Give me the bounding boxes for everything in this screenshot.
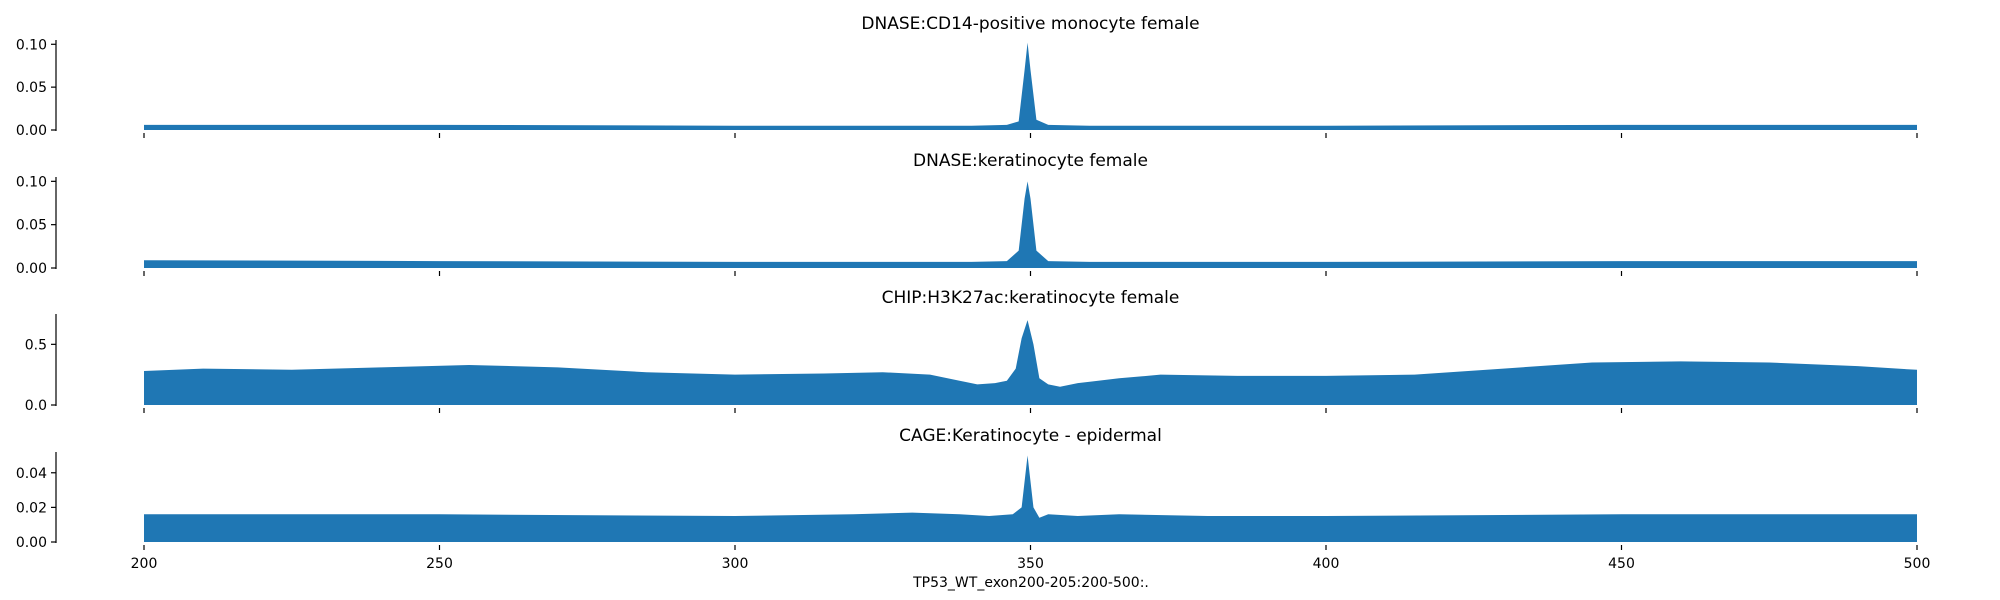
x-tick-label: 400 xyxy=(1313,556,1340,572)
signal-area xyxy=(144,42,1917,130)
y-tick-label: 0.0 xyxy=(25,398,47,414)
signal-area xyxy=(144,181,1917,268)
y-tick-label: 0.00 xyxy=(16,123,47,139)
y-tick-label: 0.05 xyxy=(16,218,47,234)
panel-2: DNASE:keratinocyte female 0.00 0.05 0.10 xyxy=(16,151,1918,277)
panel-title: DNASE:CD14-positive monocyte female xyxy=(861,14,1199,34)
panel-3: CHIP:H3K27ac:keratinocyte female 0.0 0.5 xyxy=(25,288,1918,414)
x-tick-label: 500 xyxy=(1904,556,1931,572)
x-axis-label: TP53_WT_exon200-205:200-500:. xyxy=(912,575,1149,591)
y-tick-label: 0.00 xyxy=(16,261,47,277)
y-tick-label: 0.10 xyxy=(16,37,47,53)
x-tick-label: 250 xyxy=(426,556,453,572)
signal-area xyxy=(144,320,1917,405)
panels: DNASE:CD14-positive monocyte female 0.00 0… xyxy=(16,14,1931,572)
x-tick-label: 300 xyxy=(722,556,749,572)
signal-area xyxy=(144,455,1917,542)
y-tick-label: 0.02 xyxy=(16,500,47,516)
y-tick-label: 0.05 xyxy=(16,80,47,96)
y-tick-label: 0.00 xyxy=(16,535,47,551)
y-tick-label: 0.04 xyxy=(16,466,47,482)
x-tick-label: 450 xyxy=(1608,556,1635,572)
panel-title: DNASE:keratinocyte female xyxy=(913,151,1148,171)
panel-title: CHIP:H3K27ac:keratinocyte female xyxy=(882,288,1180,308)
y-tick-label: 0.10 xyxy=(16,174,47,190)
x-tick-label: 200 xyxy=(131,556,158,572)
x-tick-label: 350 xyxy=(1017,556,1044,572)
y-tick-label: 0.5 xyxy=(25,337,47,353)
panel-4: CAGE:Keratinocyte - epidermal 0.00 0.02 0.0… xyxy=(16,426,1931,572)
panel-1: DNASE:CD14-positive monocyte female 0.00 0… xyxy=(16,14,1918,139)
panel-title: CAGE:Keratinocyte - epidermal xyxy=(899,426,1162,446)
